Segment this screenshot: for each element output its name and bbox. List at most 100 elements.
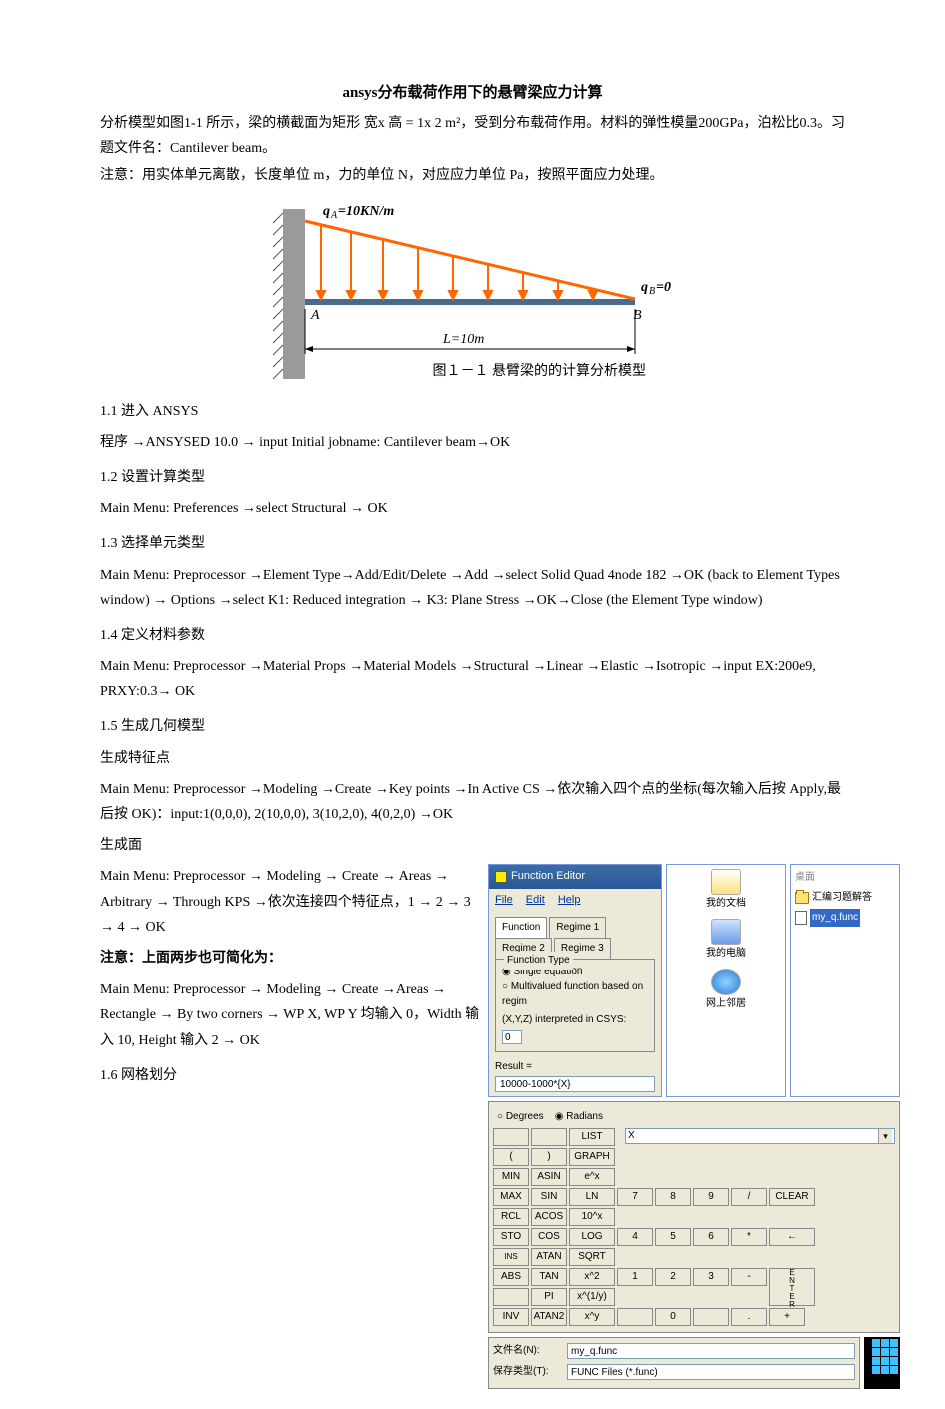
radio-radians[interactable]: ◉ Radians (555, 1111, 603, 1122)
svg-text:L=10m: L=10m (442, 332, 484, 347)
folder-row-1[interactable]: 汇编习题解答 (795, 889, 895, 907)
key-pi[interactable]: PI (531, 1288, 567, 1306)
csys-input[interactable]: 0 (502, 1030, 522, 1044)
key-sin[interactable]: SIN (531, 1188, 567, 1206)
section-1-1-heading: 1.1 进入 ANSYS (100, 399, 845, 424)
place-network[interactable]: 网上邻居 (671, 969, 781, 1013)
key-2[interactable]: 2 (655, 1268, 691, 1286)
key-5[interactable]: 5 (655, 1228, 691, 1246)
place-documents[interactable]: 我的文档 (671, 869, 781, 913)
key-back[interactable]: ← (769, 1228, 815, 1246)
svg-text:q: q (641, 280, 648, 295)
key-lparen[interactable]: ( (493, 1148, 529, 1166)
key-mul[interactable]: * (731, 1228, 767, 1246)
key-dot[interactable]: . (731, 1308, 767, 1326)
section-1-1-body: 程序 →ANSYSED 10.0 → input Initial jobname… (100, 430, 845, 455)
radio-multi-label: Multivalued function based on regim (502, 981, 643, 1007)
diagram-figure: A B q A =10KN/m q B =0 L=10m 图１－１ 悬臂梁的的计… (100, 199, 845, 389)
menu-help[interactable]: Help (558, 891, 581, 911)
key-clear[interactable]: CLEAR (769, 1188, 815, 1206)
editor-titlebar: Function Editor (489, 865, 661, 889)
section-1-3-heading: 1.3 选择单元类型 (100, 531, 845, 556)
key-blank3[interactable] (493, 1288, 529, 1306)
intro-para-1: 分析模型如图1-1 所示，梁的横截面为矩形 宽x 高 = 1x 2 m²，受到分… (100, 111, 845, 161)
key-max[interactable]: MAX (493, 1188, 529, 1206)
key-list[interactable]: LIST (569, 1128, 615, 1146)
section-1-4-heading: 1.4 定义材料参数 (100, 623, 845, 648)
key-rparen[interactable]: ) (531, 1148, 567, 1166)
file-1-label: my_q.func (810, 909, 860, 927)
function-editor-screenshot: Function Editor File Edit Help Function … (488, 864, 900, 1389)
key-blank4[interactable] (617, 1308, 653, 1326)
key-tan[interactable]: TAN (531, 1268, 567, 1286)
key-1[interactable]: 1 (617, 1268, 653, 1286)
tab-function[interactable]: Function (495, 917, 547, 938)
file-row-1[interactable]: my_q.func (795, 909, 895, 927)
key-atan[interactable]: ATAN (531, 1248, 567, 1266)
function-type-group: Function Type ◉ Single equation ○ Multiv… (495, 959, 655, 1052)
menu-edit[interactable]: Edit (526, 891, 545, 911)
key-inv[interactable]: INV (493, 1308, 529, 1326)
folder-1-label: 汇编习题解答 (812, 889, 872, 907)
save-panel: 文件名(N): my_q.func 保存类型(T): FUNC Files (*… (488, 1337, 860, 1389)
section-1-5-body-b: Main Menu: Preprocessor →Modeling →Creat… (100, 777, 845, 827)
radio-degrees[interactable]: ○ Degrees (497, 1111, 544, 1122)
place-computer-label: 我的电脑 (706, 945, 746, 963)
section-1-5-heading: 1.5 生成几何模型 (100, 714, 845, 739)
key-sto[interactable]: STO (493, 1228, 529, 1246)
key-insmem[interactable]: INS MEM (493, 1248, 529, 1266)
key-9[interactable]: 9 (693, 1188, 729, 1206)
key-blank5[interactable] (693, 1308, 729, 1326)
key-add[interactable]: + (769, 1308, 805, 1326)
key-0[interactable]: 0 (655, 1308, 691, 1326)
page-title: ansys分布载荷作用下的悬臂梁应力计算 (100, 80, 845, 107)
key-10x[interactable]: 10^x (569, 1208, 615, 1226)
key-7[interactable]: 7 (617, 1188, 653, 1206)
key-rcl[interactable]: RCL (493, 1208, 529, 1226)
radio-multi[interactable]: ○ Multivalued function based on regim (502, 979, 648, 1009)
key-log[interactable]: LOG (569, 1228, 615, 1246)
key-8[interactable]: 8 (655, 1188, 691, 1206)
folder-desktop-label: 桌面 (795, 869, 815, 887)
key-blank[interactable] (493, 1128, 529, 1146)
editor-title-text: Function Editor (511, 867, 585, 887)
menu-file[interactable]: File (495, 891, 513, 911)
key-4[interactable]: 4 (617, 1228, 653, 1246)
key-6[interactable]: 6 (693, 1228, 729, 1246)
simplify-note: 注意：上面两步也可简化为： (100, 946, 480, 971)
dropdown-value: X (628, 1127, 635, 1145)
key-graph[interactable]: GRAPH (569, 1148, 615, 1166)
variable-dropdown[interactable]: X ▾ (625, 1128, 895, 1144)
filetype-dropdown[interactable]: FUNC Files (*.func) (567, 1364, 855, 1380)
key-asin[interactable]: ASIN (531, 1168, 567, 1186)
key-abs[interactable]: ABS (493, 1268, 529, 1286)
key-min[interactable]: MIN (493, 1168, 529, 1186)
key-x2[interactable]: x^2 (569, 1268, 615, 1286)
section-1-5-sub-a: 生成特征点 (100, 746, 845, 771)
key-ln[interactable]: LN (569, 1188, 615, 1206)
key-sqrt[interactable]: SQRT (569, 1248, 615, 1266)
place-computer[interactable]: 我的电脑 (671, 919, 781, 963)
key-x1y[interactable]: x^(1/y) (569, 1288, 615, 1306)
key-blank2[interactable] (531, 1128, 567, 1146)
section-1-5-sub-c: 生成面 (100, 833, 845, 858)
svg-text:=0: =0 (656, 280, 671, 295)
key-acos[interactable]: ACOS (531, 1208, 567, 1226)
svg-text:A: A (330, 210, 338, 221)
key-xy[interactable]: x^y (569, 1308, 615, 1326)
angle-units: ○ Degrees ◉ Radians (493, 1106, 895, 1128)
editor-menubar: File Edit Help (489, 889, 661, 913)
filename-input[interactable]: my_q.func (567, 1343, 855, 1359)
key-enter[interactable]: E N T E R (769, 1268, 815, 1306)
key-sub[interactable]: - (731, 1268, 767, 1286)
result-input[interactable]: 10000-1000*{X} (495, 1076, 655, 1092)
key-3[interactable]: 3 (693, 1268, 729, 1286)
result-row: Result = 10000-1000*{X} (489, 1056, 661, 1096)
tab-regime1[interactable]: Regime 1 (549, 917, 606, 938)
csys-line: (X,Y,Z) interpreted in CSYS: 0 (502, 1011, 648, 1047)
key-ex[interactable]: e^x (569, 1168, 615, 1186)
key-cos[interactable]: COS (531, 1228, 567, 1246)
svg-text:A: A (310, 308, 320, 323)
key-div[interactable]: / (731, 1188, 767, 1206)
key-atan2[interactable]: ATAN2 (531, 1308, 567, 1326)
